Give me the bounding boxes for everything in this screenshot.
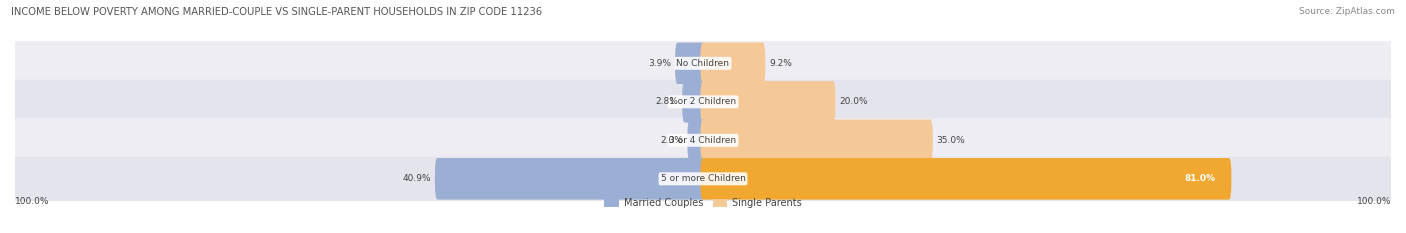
Text: 3 or 4 Children: 3 or 4 Children — [669, 136, 737, 145]
Text: 20.0%: 20.0% — [839, 97, 868, 106]
Text: 2.8%: 2.8% — [655, 97, 678, 106]
Text: 5 or more Children: 5 or more Children — [661, 174, 745, 183]
FancyBboxPatch shape — [700, 158, 1232, 200]
FancyBboxPatch shape — [688, 120, 706, 161]
Text: 100.0%: 100.0% — [1357, 197, 1391, 206]
FancyBboxPatch shape — [700, 81, 835, 123]
FancyBboxPatch shape — [700, 120, 932, 161]
FancyBboxPatch shape — [700, 43, 765, 84]
Text: 100.0%: 100.0% — [15, 197, 49, 206]
FancyBboxPatch shape — [14, 80, 1392, 124]
FancyBboxPatch shape — [682, 81, 706, 123]
Text: 9.2%: 9.2% — [769, 59, 792, 68]
FancyBboxPatch shape — [675, 43, 706, 84]
Text: 35.0%: 35.0% — [936, 136, 966, 145]
FancyBboxPatch shape — [14, 118, 1392, 162]
Text: 81.0%: 81.0% — [1185, 174, 1216, 183]
Text: No Children: No Children — [676, 59, 730, 68]
Text: 40.9%: 40.9% — [402, 174, 432, 183]
Text: 1 or 2 Children: 1 or 2 Children — [669, 97, 737, 106]
Text: Source: ZipAtlas.com: Source: ZipAtlas.com — [1299, 7, 1395, 16]
Text: INCOME BELOW POVERTY AMONG MARRIED-COUPLE VS SINGLE-PARENT HOUSEHOLDS IN ZIP COD: INCOME BELOW POVERTY AMONG MARRIED-COUPL… — [11, 7, 543, 17]
Text: 3.9%: 3.9% — [648, 59, 671, 68]
FancyBboxPatch shape — [14, 41, 1392, 86]
Text: 2.0%: 2.0% — [661, 136, 683, 145]
FancyBboxPatch shape — [14, 157, 1392, 201]
FancyBboxPatch shape — [434, 158, 706, 200]
Legend: Married Couples, Single Parents: Married Couples, Single Parents — [600, 195, 806, 212]
